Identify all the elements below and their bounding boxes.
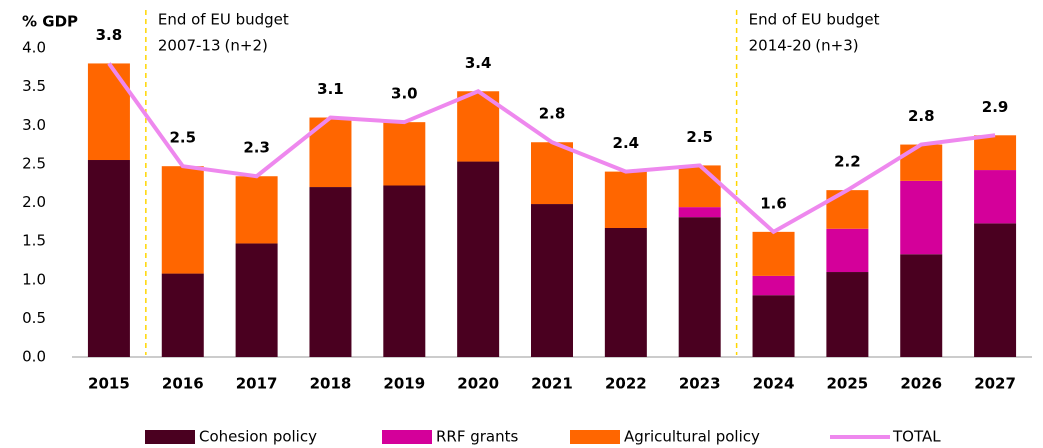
data-label: 2.9 (982, 98, 1009, 116)
x-tick-label: 2018 (310, 375, 352, 393)
bar-segment (383, 185, 426, 357)
bar-segment (604, 227, 647, 357)
x-tick-label: 2020 (457, 375, 499, 393)
bar-segment (752, 231, 795, 276)
x-tick-label: 2015 (88, 375, 130, 393)
x-tick-label: 2021 (531, 375, 573, 393)
bar-segment (531, 204, 573, 357)
data-label: 3.0 (391, 85, 418, 103)
bar-segment (974, 223, 1017, 357)
annotation-text: 2014-20 (749, 37, 812, 55)
y-tick-label: 3.0 (22, 116, 46, 134)
data-label: 2.3 (243, 139, 270, 157)
bar-segment (161, 166, 204, 274)
data-label: 2.8 (908, 107, 935, 125)
bar-segment (678, 165, 721, 208)
data-label: 1.6 (760, 194, 787, 212)
bar-segment (826, 190, 869, 229)
bar-segment (383, 122, 426, 186)
bar-segment (974, 170, 1017, 224)
legend-label: TOTAL (892, 428, 941, 446)
bar-segment (900, 254, 943, 357)
legend-swatch (382, 430, 432, 444)
annotation-note: (n+3) (815, 37, 858, 55)
total-line (107, 62, 996, 235)
y-tick-label: 0.5 (22, 309, 46, 327)
y-tick-label: 1.0 (22, 270, 46, 288)
y-tick-label: 2.5 (22, 154, 46, 172)
data-label: 2.5 (686, 128, 713, 146)
bar-segment (678, 207, 721, 218)
data-label: 2.2 (834, 153, 861, 171)
data-label: 2.8 (539, 105, 566, 123)
bar-segment (87, 63, 130, 161)
x-tick-label: 2026 (900, 375, 942, 393)
x-tick-label: 2022 (605, 375, 647, 393)
legend-swatch (570, 430, 620, 444)
bar-segment (309, 187, 352, 357)
y-tick-label: 2.0 (22, 193, 46, 211)
bar-segment (826, 228, 869, 273)
bar-segment (235, 176, 278, 244)
y-tick-label: 1.5 (22, 232, 46, 250)
annotation-text: End of EU budget (158, 11, 289, 29)
data-label: 2.4 (613, 134, 640, 152)
bar-segment (161, 273, 204, 357)
annotation-note: (n+2) (225, 37, 268, 55)
data-label: 2.5 (169, 129, 196, 147)
y-axis-label: % GDP (22, 13, 78, 31)
x-tick-label: 2017 (236, 375, 278, 393)
data-label: 3.8 (96, 26, 123, 44)
legend-label: Cohesion policy (199, 428, 317, 446)
x-tick-label: 2024 (753, 375, 795, 393)
y-tick-label: 0.0 (22, 348, 46, 366)
x-tick-label: 2016 (162, 375, 204, 393)
x-tick-label: 2019 (383, 375, 425, 393)
bar-segment (235, 243, 278, 357)
legend-swatch (145, 430, 195, 444)
data-label: 3.4 (465, 54, 492, 72)
legend-label: RRF grants (436, 428, 519, 446)
bar-segment (678, 217, 721, 357)
bar-segment (457, 161, 500, 357)
bar-segment (974, 135, 1017, 171)
bar-segment (531, 142, 573, 205)
annotation-text: 2007-13 (158, 37, 221, 55)
bar-segment (826, 272, 869, 357)
annotation-text: End of EU budget (749, 11, 880, 29)
y-tick-label: 3.5 (22, 77, 46, 95)
x-tick-label: 2023 (679, 375, 721, 393)
y-tick-label: 4.0 (22, 39, 46, 57)
bar-segment (900, 144, 943, 181)
x-tick-label: 2027 (974, 375, 1016, 393)
legend-label: Agricultural policy (624, 428, 760, 446)
bar-segment (87, 160, 130, 357)
bar-segment (752, 275, 795, 296)
x-tick-label: 2025 (827, 375, 869, 393)
bar-segment (752, 295, 795, 357)
bar-segment (900, 180, 943, 255)
bar-segment (604, 171, 647, 228)
data-label: 3.1 (317, 80, 344, 98)
